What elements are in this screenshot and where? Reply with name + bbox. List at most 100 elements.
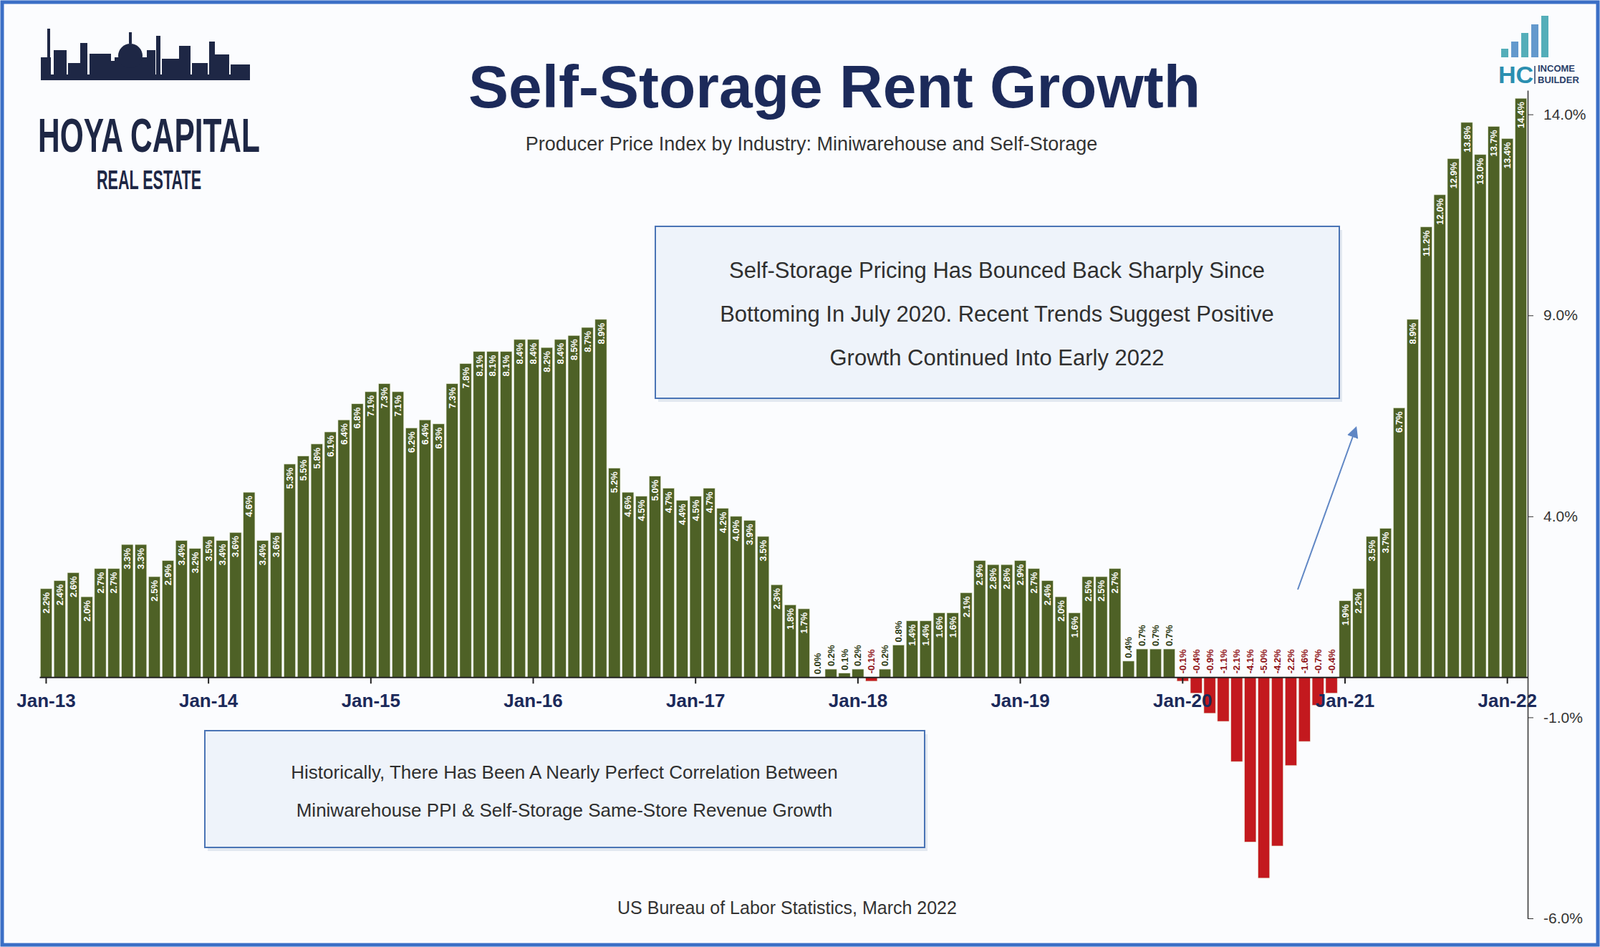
bar <box>94 568 106 678</box>
bar <box>554 339 566 677</box>
data-label: 1.4% <box>906 623 918 646</box>
data-label: 8.1% <box>474 354 485 377</box>
data-label: 0.7% <box>1163 624 1175 647</box>
bar <box>1217 676 1230 722</box>
data-label: 2.8% <box>987 567 999 590</box>
bar <box>1027 568 1040 678</box>
data-label: 13.0% <box>1474 157 1486 185</box>
x-tick-mark <box>1181 676 1184 684</box>
data-label: 6.4% <box>419 423 431 445</box>
data-label: -5.0% <box>1258 648 1270 674</box>
data-label: 6.8% <box>351 406 363 429</box>
bar <box>351 403 364 678</box>
annotation-text: Miniwarehouse PPI & Self-Storage Same-St… <box>296 799 833 821</box>
bar <box>378 383 391 678</box>
y-tick: 4.0% <box>1527 507 1578 525</box>
data-label: 3.5% <box>757 539 769 561</box>
bar <box>338 419 350 677</box>
logo-shape <box>1541 15 1549 58</box>
y-tick-mark <box>1527 114 1534 116</box>
data-label: 4.6% <box>243 495 255 518</box>
data-label: 0.0% <box>812 652 823 674</box>
data-label: 8.4% <box>555 342 566 364</box>
data-label: 1.6% <box>947 615 959 638</box>
bar <box>229 532 242 677</box>
data-label: 3.6% <box>270 535 282 558</box>
bar <box>1082 576 1094 677</box>
bar <box>40 588 52 677</box>
data-label: 5.8% <box>311 446 323 469</box>
logo-text: HC <box>1498 60 1534 89</box>
data-label: 12.9% <box>1448 161 1459 189</box>
bar <box>1420 227 1432 678</box>
bar <box>500 351 513 678</box>
title: Self-Storage Rent Growth <box>468 52 1201 121</box>
bar <box>216 540 228 678</box>
x-tick-mark <box>370 676 372 684</box>
bar <box>1488 126 1500 678</box>
x-tick-label: Jan-13 <box>16 689 76 712</box>
x-tick-label: Jan-18 <box>828 689 888 712</box>
logo-text: HOYA CAPITAL <box>37 108 260 162</box>
data-label: 3.4% <box>257 543 268 566</box>
bar <box>297 456 309 678</box>
data-label: 8.4% <box>514 342 525 364</box>
data-label: -4.1% <box>1244 648 1256 674</box>
logo-shape <box>47 28 51 58</box>
data-label: 7.3% <box>446 386 458 409</box>
x-tick: Jan-16 <box>503 676 563 711</box>
data-label: 2.8% <box>1001 567 1012 590</box>
y-tick-label: -6.0% <box>1543 909 1583 927</box>
bar <box>1339 600 1351 678</box>
x-tick-label: Jan-14 <box>179 689 239 712</box>
x-tick: Jan-15 <box>341 676 401 711</box>
data-labels: 2.2%2.4%2.6%2.0%2.7%2.7%3.3%3.3%2.5%2.9%… <box>40 101 1527 675</box>
bar <box>581 327 594 677</box>
y-tick: -6.0% <box>1527 909 1583 927</box>
data-label: 2.6% <box>68 575 79 598</box>
data-label: 1.6% <box>1069 615 1081 638</box>
data-label: 2.1% <box>961 595 972 618</box>
bar <box>744 519 756 677</box>
data-label: 8.7% <box>582 330 594 353</box>
bar <box>310 444 323 677</box>
logo-shape <box>1511 41 1519 58</box>
x-tick-mark <box>45 676 47 684</box>
arrow <box>1297 428 1356 590</box>
x-tick-label: Jan-16 <box>503 689 563 712</box>
bar <box>432 423 445 678</box>
data-label: 4.2% <box>717 511 729 533</box>
chart-svg: 2.2%2.4%2.6%2.0%2.7%2.7%3.3%3.3%2.5%2.9%… <box>0 0 1600 947</box>
bar <box>446 383 458 678</box>
data-label: -0.7% <box>1312 648 1324 674</box>
bar <box>67 572 79 677</box>
data-label: 6.1% <box>325 435 336 457</box>
data-label: 4.0% <box>730 519 742 541</box>
data-label: -4.2% <box>1271 648 1283 674</box>
x-tick-mark <box>1344 676 1346 684</box>
data-label: 2.5% <box>148 580 160 602</box>
bar <box>1054 596 1067 677</box>
data-label: 7.3% <box>378 386 390 409</box>
data-label: 3.9% <box>744 523 755 546</box>
bar <box>1284 676 1297 765</box>
bar <box>108 568 120 678</box>
bar <box>730 516 742 677</box>
y-tick-mark <box>1527 516 1534 518</box>
bar <box>1231 676 1243 762</box>
bar <box>797 608 810 677</box>
bar <box>527 339 539 677</box>
bar <box>202 536 215 677</box>
data-label: 3.4% <box>176 543 187 566</box>
bar <box>974 560 986 678</box>
bars <box>40 98 1527 879</box>
annotation: Self-Storage Pricing Has Bounced Back Sh… <box>655 226 1343 402</box>
y-axis-line <box>1527 90 1530 919</box>
x-tick: Jan-17 <box>666 676 725 711</box>
bar <box>80 596 93 677</box>
bar <box>243 492 255 677</box>
bar <box>540 347 553 677</box>
data-label: 8.1% <box>487 354 498 377</box>
bar <box>391 391 404 677</box>
bar <box>784 604 796 677</box>
